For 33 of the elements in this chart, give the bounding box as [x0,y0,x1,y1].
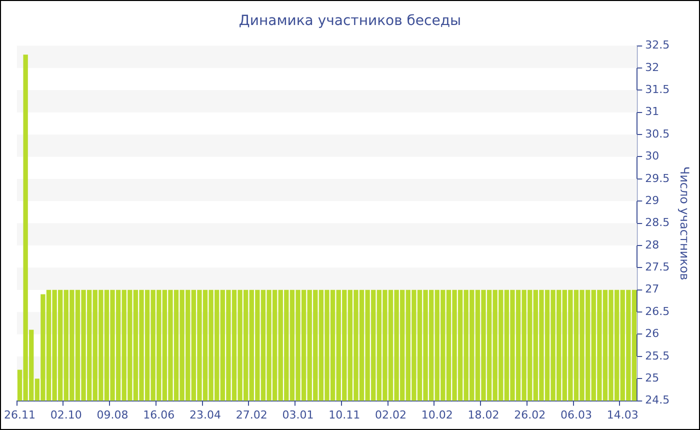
x-tick-label: 26.02 [514,408,546,422]
y-tick-label: 26 [645,327,660,340]
y-tick-label: 32 [645,60,660,74]
y-tick-label: 24.5 [645,394,670,407]
y-tick-label: 28 [645,238,660,252]
x-tick-label: 06.03 [560,408,592,422]
x-tick-label: 14.03 [606,408,638,422]
x-tick-label: 09.08 [96,408,128,422]
x-tick-label: 27.02 [236,408,268,422]
x-tick-label: 10.02 [421,408,453,422]
y-tick-label: 27.5 [645,260,670,274]
y-tick-label: 26.5 [645,304,670,318]
y-tick-label: 32.5 [645,38,670,52]
x-tick-label: 16.06 [143,408,175,422]
y-tick-label: 29.5 [645,172,670,185]
y-tick-label: 30 [645,150,660,163]
x-tick-label: 10.11 [328,408,360,422]
y-tick-label: 31 [645,105,660,118]
y-tick-label: 30.5 [645,127,670,140]
y-tick-label: 28.5 [645,216,670,230]
y-tick-label: 31.5 [645,83,670,96]
y-axis-title: Число участников [678,166,692,280]
x-tick-label: 02.02 [375,408,406,422]
x-tick-label: 02.10 [50,408,82,422]
x-tick-label: 18.02 [468,408,500,422]
y-tick-label: 25.5 [645,349,670,362]
x-tick-label: 03.01 [282,408,314,422]
chart-title: Динамика участников беседы [238,13,462,30]
y-tick-label: 27 [645,282,660,296]
y-tick-label: 25 [645,371,660,384]
x-tick-label: 23.04 [190,408,222,422]
x-tick-label: 26.11 [4,408,36,422]
y-tick-label: 29 [645,194,660,207]
